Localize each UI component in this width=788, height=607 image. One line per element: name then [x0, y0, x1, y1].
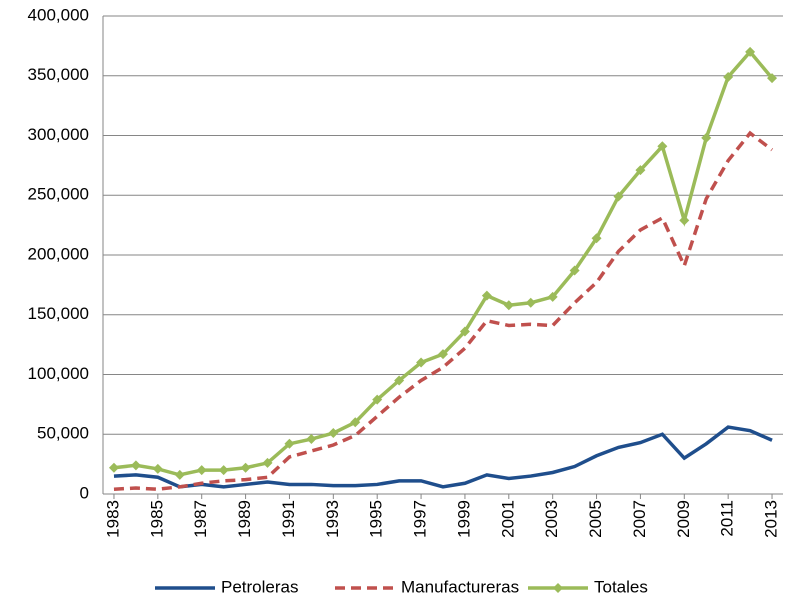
y-tick-label: 400,000 — [28, 5, 89, 24]
x-tick-label: 2009 — [674, 500, 693, 538]
series-marker — [328, 428, 339, 439]
x-tick-label: 2011 — [718, 500, 737, 537]
x-tick-label: 1993 — [323, 500, 342, 538]
series-marker — [306, 434, 317, 445]
y-tick-label: 350,000 — [28, 65, 89, 84]
x-tick-label: 2013 — [762, 500, 781, 538]
series-marker — [372, 394, 383, 405]
series-marker — [525, 297, 536, 308]
series-marker — [657, 141, 668, 152]
x-tick-label: 2001 — [498, 500, 517, 538]
y-tick-label: 250,000 — [28, 185, 89, 204]
y-tick-label: 150,000 — [28, 304, 89, 323]
x-tick-label: 1983 — [103, 500, 122, 538]
y-tick-label: 50,000 — [37, 424, 89, 443]
series-marker — [262, 457, 273, 468]
series-marker — [591, 233, 602, 244]
series-marker — [547, 291, 558, 302]
series-marker — [459, 326, 470, 337]
series-marker — [196, 465, 207, 476]
y-tick-label: 0 — [80, 483, 89, 502]
series-marker — [438, 349, 448, 360]
x-tick-label: 2007 — [630, 500, 649, 538]
legend-label: Petroleras — [221, 577, 298, 596]
series-marker — [679, 215, 690, 226]
series-marker — [218, 465, 229, 476]
series-line — [113, 425, 773, 489]
y-tick-label: 200,000 — [28, 244, 89, 263]
series-marker — [613, 191, 624, 202]
series-marker — [701, 132, 712, 143]
y-tick-label: 100,000 — [28, 364, 89, 383]
series-marker — [174, 469, 185, 480]
x-tick-label: 1989 — [235, 500, 254, 538]
series-marker — [152, 463, 163, 474]
x-tick-label: 2005 — [586, 500, 605, 538]
series-marker — [569, 265, 580, 276]
series-marker — [767, 73, 778, 84]
series-marker — [503, 300, 514, 311]
series-marker — [130, 460, 141, 471]
x-tick-label: 1995 — [367, 500, 386, 538]
series-marker — [108, 462, 119, 473]
x-tick-label: 1999 — [454, 500, 473, 538]
x-tick-label: 2003 — [542, 500, 561, 538]
series-marker — [350, 417, 361, 428]
series-marker — [240, 462, 251, 473]
legend-label: Totales — [594, 577, 648, 596]
legend-label: Manufactureras — [401, 577, 519, 596]
legend-marker — [553, 583, 563, 593]
series-line — [113, 49, 774, 477]
series-marker — [635, 165, 646, 176]
x-tick-label: 1987 — [191, 500, 210, 538]
series-marker — [394, 375, 405, 386]
y-tick-label: 300,000 — [28, 125, 89, 144]
x-tick-label: 1997 — [411, 500, 430, 538]
x-tick-label: 1991 — [279, 500, 298, 538]
x-tick-label: 1985 — [147, 500, 166, 538]
series-marker — [723, 71, 734, 82]
series-marker — [416, 357, 427, 368]
series-marker — [481, 290, 492, 301]
series-marker — [745, 46, 756, 57]
series-marker — [284, 438, 295, 449]
